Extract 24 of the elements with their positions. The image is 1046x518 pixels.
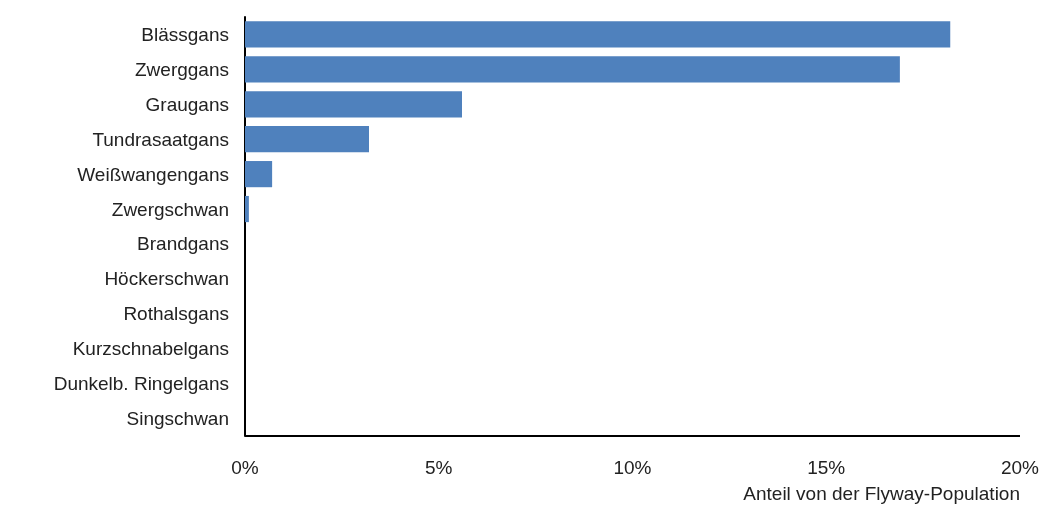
y-tick-label: Blässgans (141, 23, 229, 45)
y-tick-label: Zwergschwan (111, 198, 229, 220)
x-tick-label: 15% (807, 457, 846, 478)
bar (245, 21, 951, 48)
bar (245, 126, 369, 153)
y-tick-label: Graugans (145, 93, 229, 115)
x-axis-title: Anteil von der Flyway-Population (743, 483, 1020, 504)
bar (245, 91, 462, 118)
y-tick-label: Höckerschwan (104, 268, 229, 290)
x-tick-label: 20% (1000, 457, 1040, 478)
bar (245, 161, 273, 188)
y-tick-label: Kurzschnabelgans (72, 338, 229, 360)
y-tick-label: Rothalsgans (123, 303, 229, 325)
bar (245, 195, 249, 223)
x-tick-label: 0% (231, 457, 259, 478)
y-tick-label: Dunkelb. Ringelgans (53, 373, 229, 395)
x-tick-label: 5% (425, 457, 453, 478)
y-tick-label: Brandgans (137, 233, 229, 255)
y-tick-label: Singschwan (126, 408, 229, 430)
x-tick-label: 10% (613, 457, 652, 478)
bar (245, 56, 900, 83)
y-tick-label: Tundrasaatgans (92, 128, 229, 150)
y-tick-label: Weißwangengans (77, 163, 229, 185)
y-tick-label: Zwerggans (135, 58, 229, 80)
